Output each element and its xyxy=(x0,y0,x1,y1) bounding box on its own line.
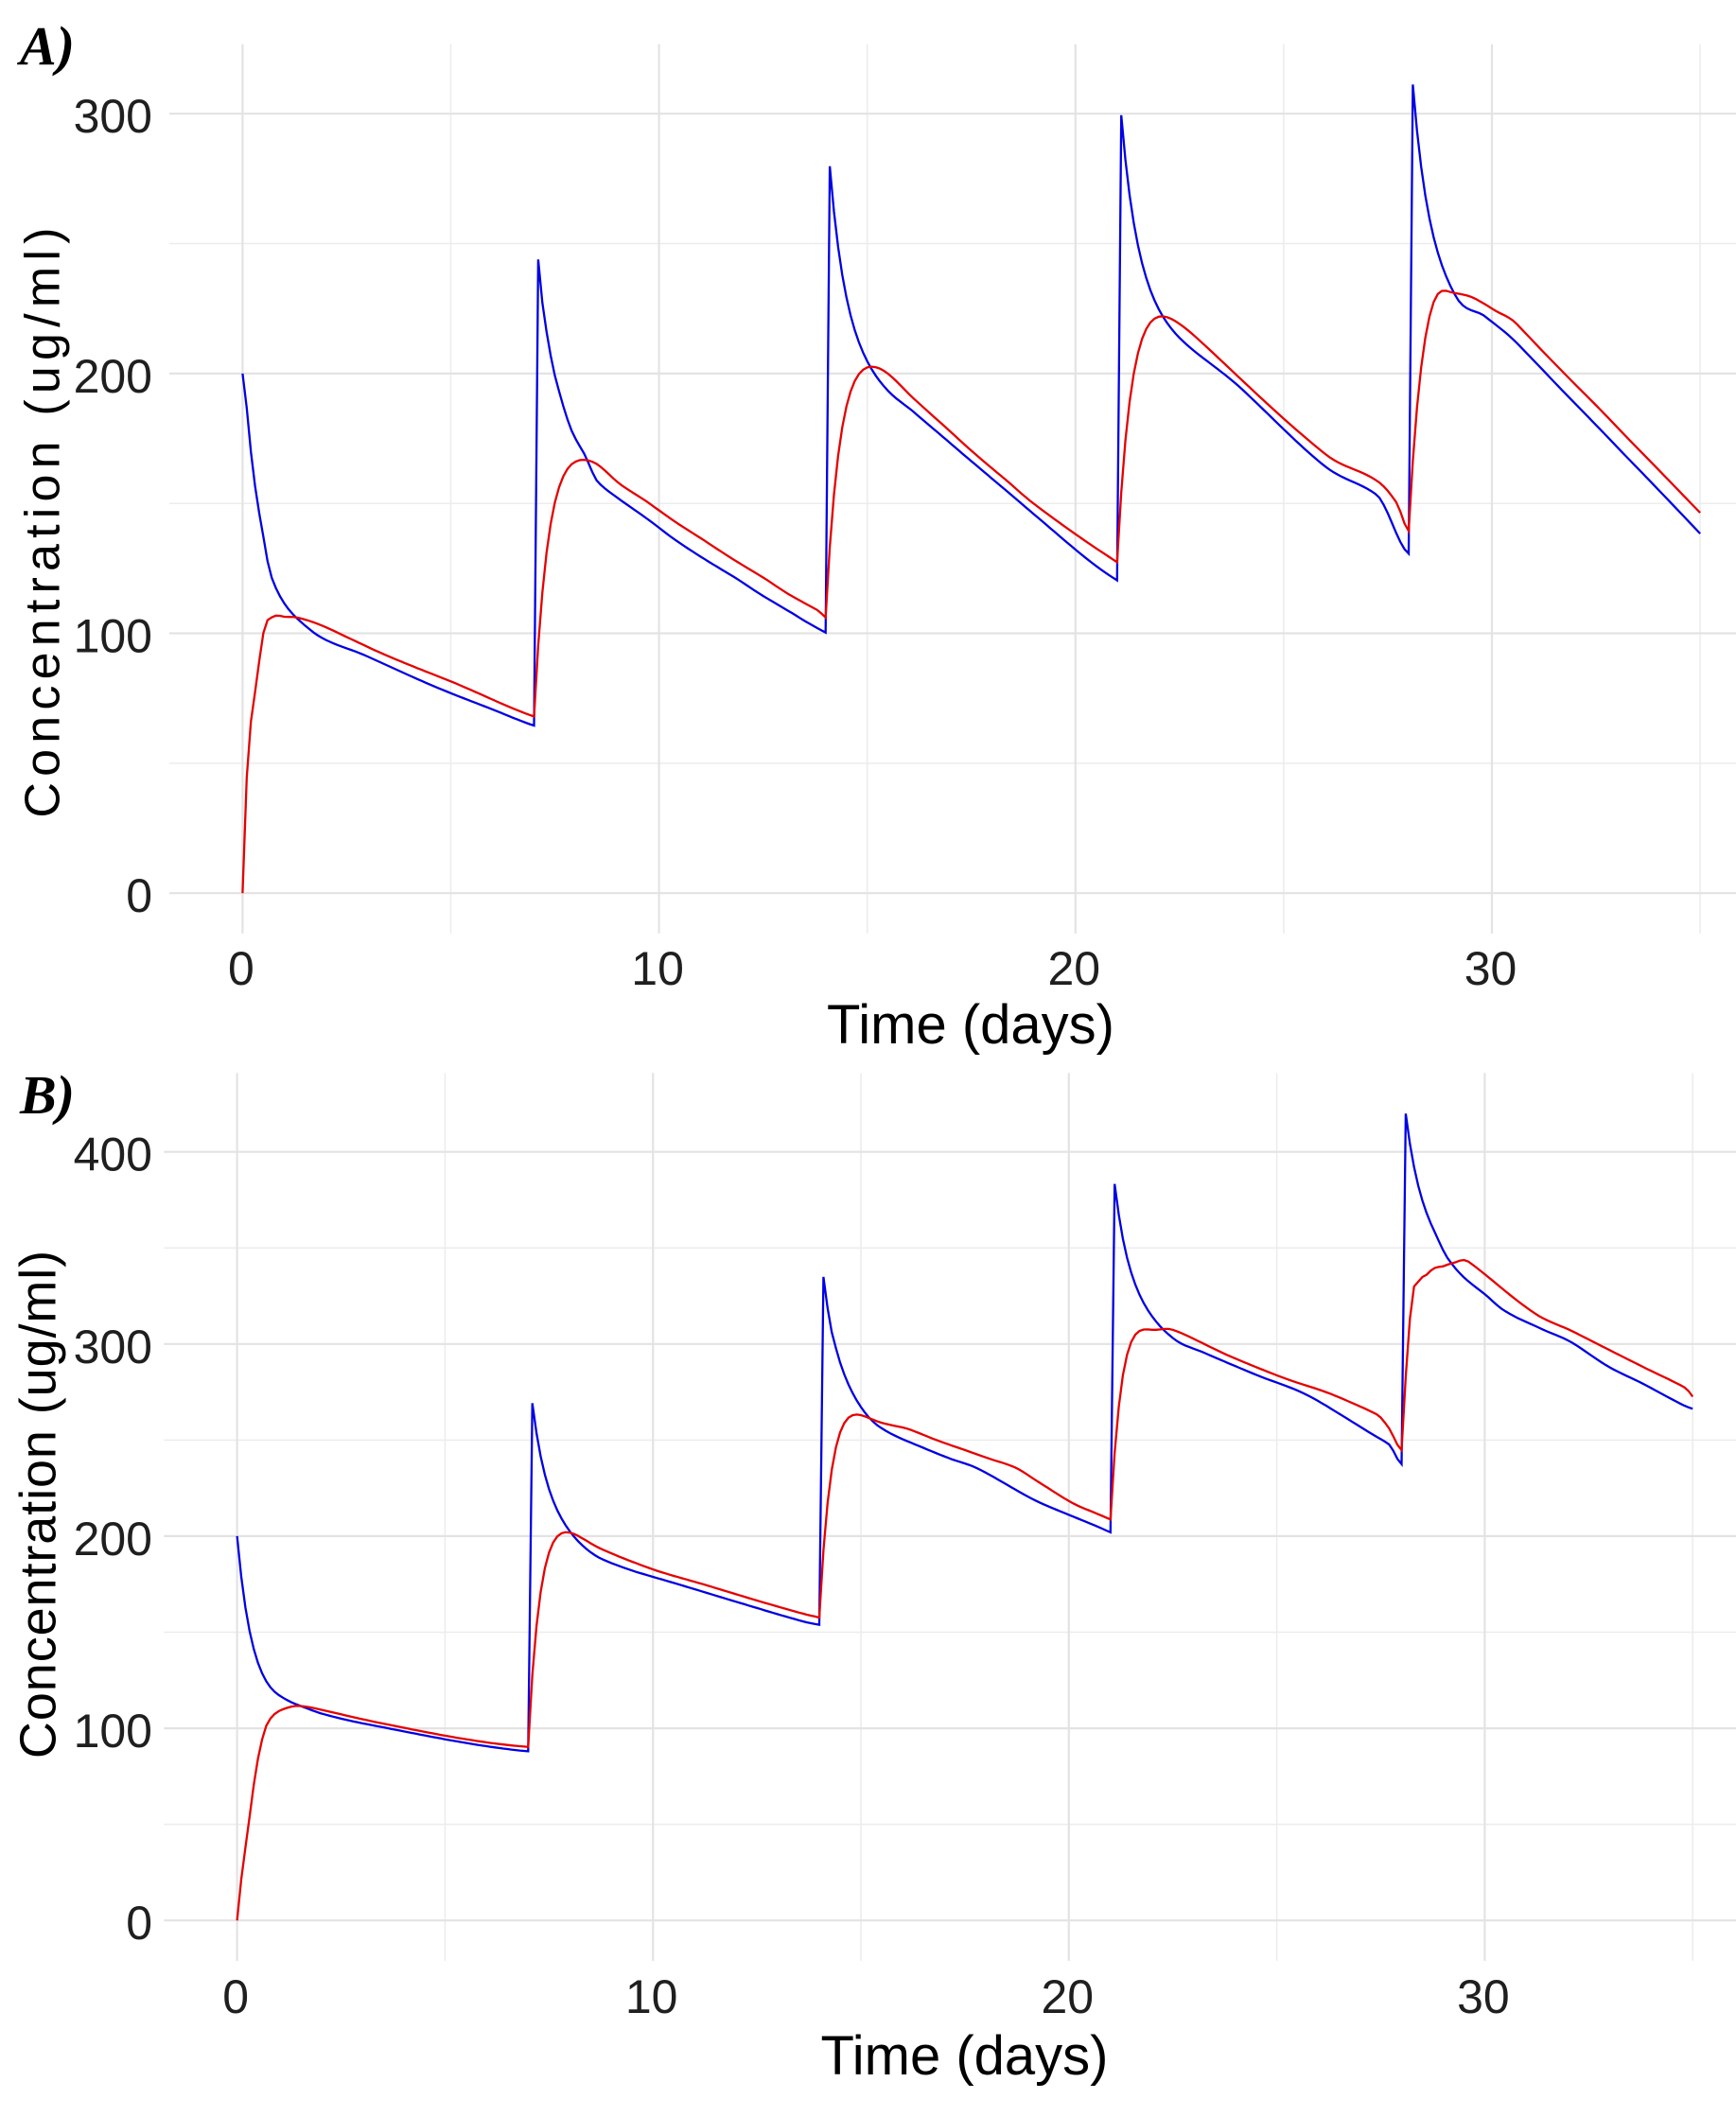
svg-text:30: 30 xyxy=(1457,1970,1510,2023)
svg-text:10: 10 xyxy=(625,1970,678,2023)
svg-text:20: 20 xyxy=(1041,1970,1094,2023)
svg-text:300: 300 xyxy=(74,90,152,143)
svg-text:30: 30 xyxy=(1464,942,1517,995)
svg-text:0: 0 xyxy=(126,869,152,922)
svg-text:300: 300 xyxy=(74,1321,152,1373)
svg-text:200: 200 xyxy=(74,1513,152,1566)
svg-text:0: 0 xyxy=(228,942,254,995)
svg-text:Time (days): Time (days) xyxy=(827,994,1114,1056)
svg-text:0: 0 xyxy=(222,1970,249,2023)
svg-text:B): B) xyxy=(19,1064,75,1126)
svg-text:0: 0 xyxy=(126,1897,152,1950)
svg-text:10: 10 xyxy=(631,942,684,995)
svg-text:100: 100 xyxy=(74,1705,152,1758)
svg-text:200: 200 xyxy=(74,350,152,403)
svg-text:Concentration (ug/ml): Concentration (ug/ml) xyxy=(10,1250,67,1758)
svg-text:20: 20 xyxy=(1047,942,1100,995)
svg-text:100: 100 xyxy=(74,610,152,663)
svg-text:Concentration (ug/ml): Concentration (ug/ml) xyxy=(16,221,71,817)
svg-text:Time (days): Time (days) xyxy=(821,2025,1109,2087)
svg-text:400: 400 xyxy=(74,1128,152,1181)
svg-text:A): A) xyxy=(17,15,75,77)
